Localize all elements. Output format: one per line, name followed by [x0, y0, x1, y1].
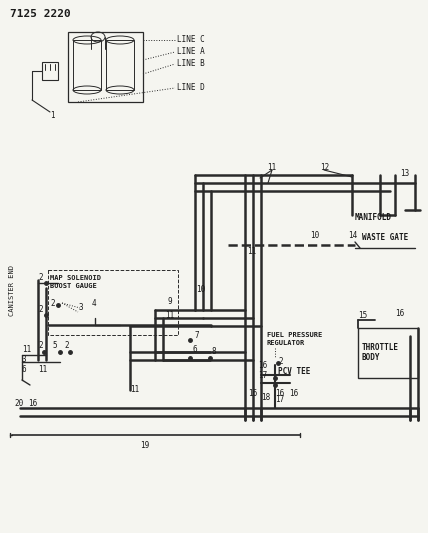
- Text: 5: 5: [52, 342, 56, 351]
- Text: 16: 16: [289, 389, 298, 398]
- Text: 16: 16: [395, 309, 404, 318]
- Text: 11: 11: [130, 385, 139, 394]
- Text: 2: 2: [64, 342, 68, 351]
- Text: 13: 13: [400, 168, 409, 177]
- Text: 20: 20: [14, 399, 23, 408]
- Text: 17: 17: [275, 395, 284, 405]
- Text: 1: 1: [50, 110, 55, 119]
- Text: LINE D: LINE D: [177, 84, 205, 93]
- Text: 6: 6: [193, 345, 198, 354]
- Text: BOOST GAUGE: BOOST GAUGE: [50, 283, 97, 289]
- Text: 9: 9: [168, 297, 172, 306]
- Text: 6: 6: [22, 366, 27, 375]
- Text: 15: 15: [358, 311, 367, 319]
- Text: 14: 14: [348, 230, 357, 239]
- Text: 16: 16: [28, 399, 37, 408]
- Text: PCV TEE: PCV TEE: [278, 367, 310, 376]
- Text: MAP SOLENOID: MAP SOLENOID: [50, 275, 101, 281]
- Text: 3: 3: [22, 356, 27, 365]
- Text: 16: 16: [258, 360, 267, 369]
- Text: 11: 11: [38, 366, 47, 375]
- Text: 7125 2220: 7125 2220: [10, 9, 71, 19]
- Text: 2: 2: [38, 342, 43, 351]
- Text: REGULATOR: REGULATOR: [267, 340, 305, 346]
- Text: 4: 4: [92, 300, 97, 309]
- Text: 3: 3: [79, 303, 83, 312]
- Text: 2: 2: [50, 298, 55, 308]
- Text: 16: 16: [275, 389, 284, 398]
- Text: 17: 17: [258, 370, 267, 379]
- Text: BODY: BODY: [362, 353, 380, 362]
- Text: THROTTLE: THROTTLE: [362, 343, 399, 352]
- Text: 16: 16: [248, 389, 257, 398]
- Text: 10: 10: [310, 230, 319, 239]
- Text: LINE B: LINE B: [177, 60, 205, 69]
- Text: 2: 2: [38, 273, 43, 282]
- Text: WASTE GATE: WASTE GATE: [362, 232, 408, 241]
- Text: 10: 10: [196, 286, 205, 295]
- Text: LINE C: LINE C: [177, 36, 205, 44]
- Text: 11: 11: [267, 164, 276, 173]
- Text: 2: 2: [38, 305, 43, 314]
- Text: 11: 11: [22, 345, 31, 354]
- Text: 11: 11: [165, 311, 174, 319]
- Text: 19: 19: [140, 440, 150, 449]
- Text: 2: 2: [278, 357, 282, 366]
- Text: CANISTER END: CANISTER END: [9, 264, 15, 316]
- Text: 8: 8: [212, 348, 217, 357]
- Text: MANIFOLD: MANIFOLD: [355, 214, 392, 222]
- Text: 12: 12: [320, 164, 329, 173]
- Text: 11: 11: [247, 247, 256, 256]
- Text: 18: 18: [261, 392, 270, 401]
- Text: 7: 7: [195, 332, 199, 341]
- Text: LINE A: LINE A: [177, 47, 205, 56]
- Text: FUEL PRESSURE: FUEL PRESSURE: [267, 332, 322, 338]
